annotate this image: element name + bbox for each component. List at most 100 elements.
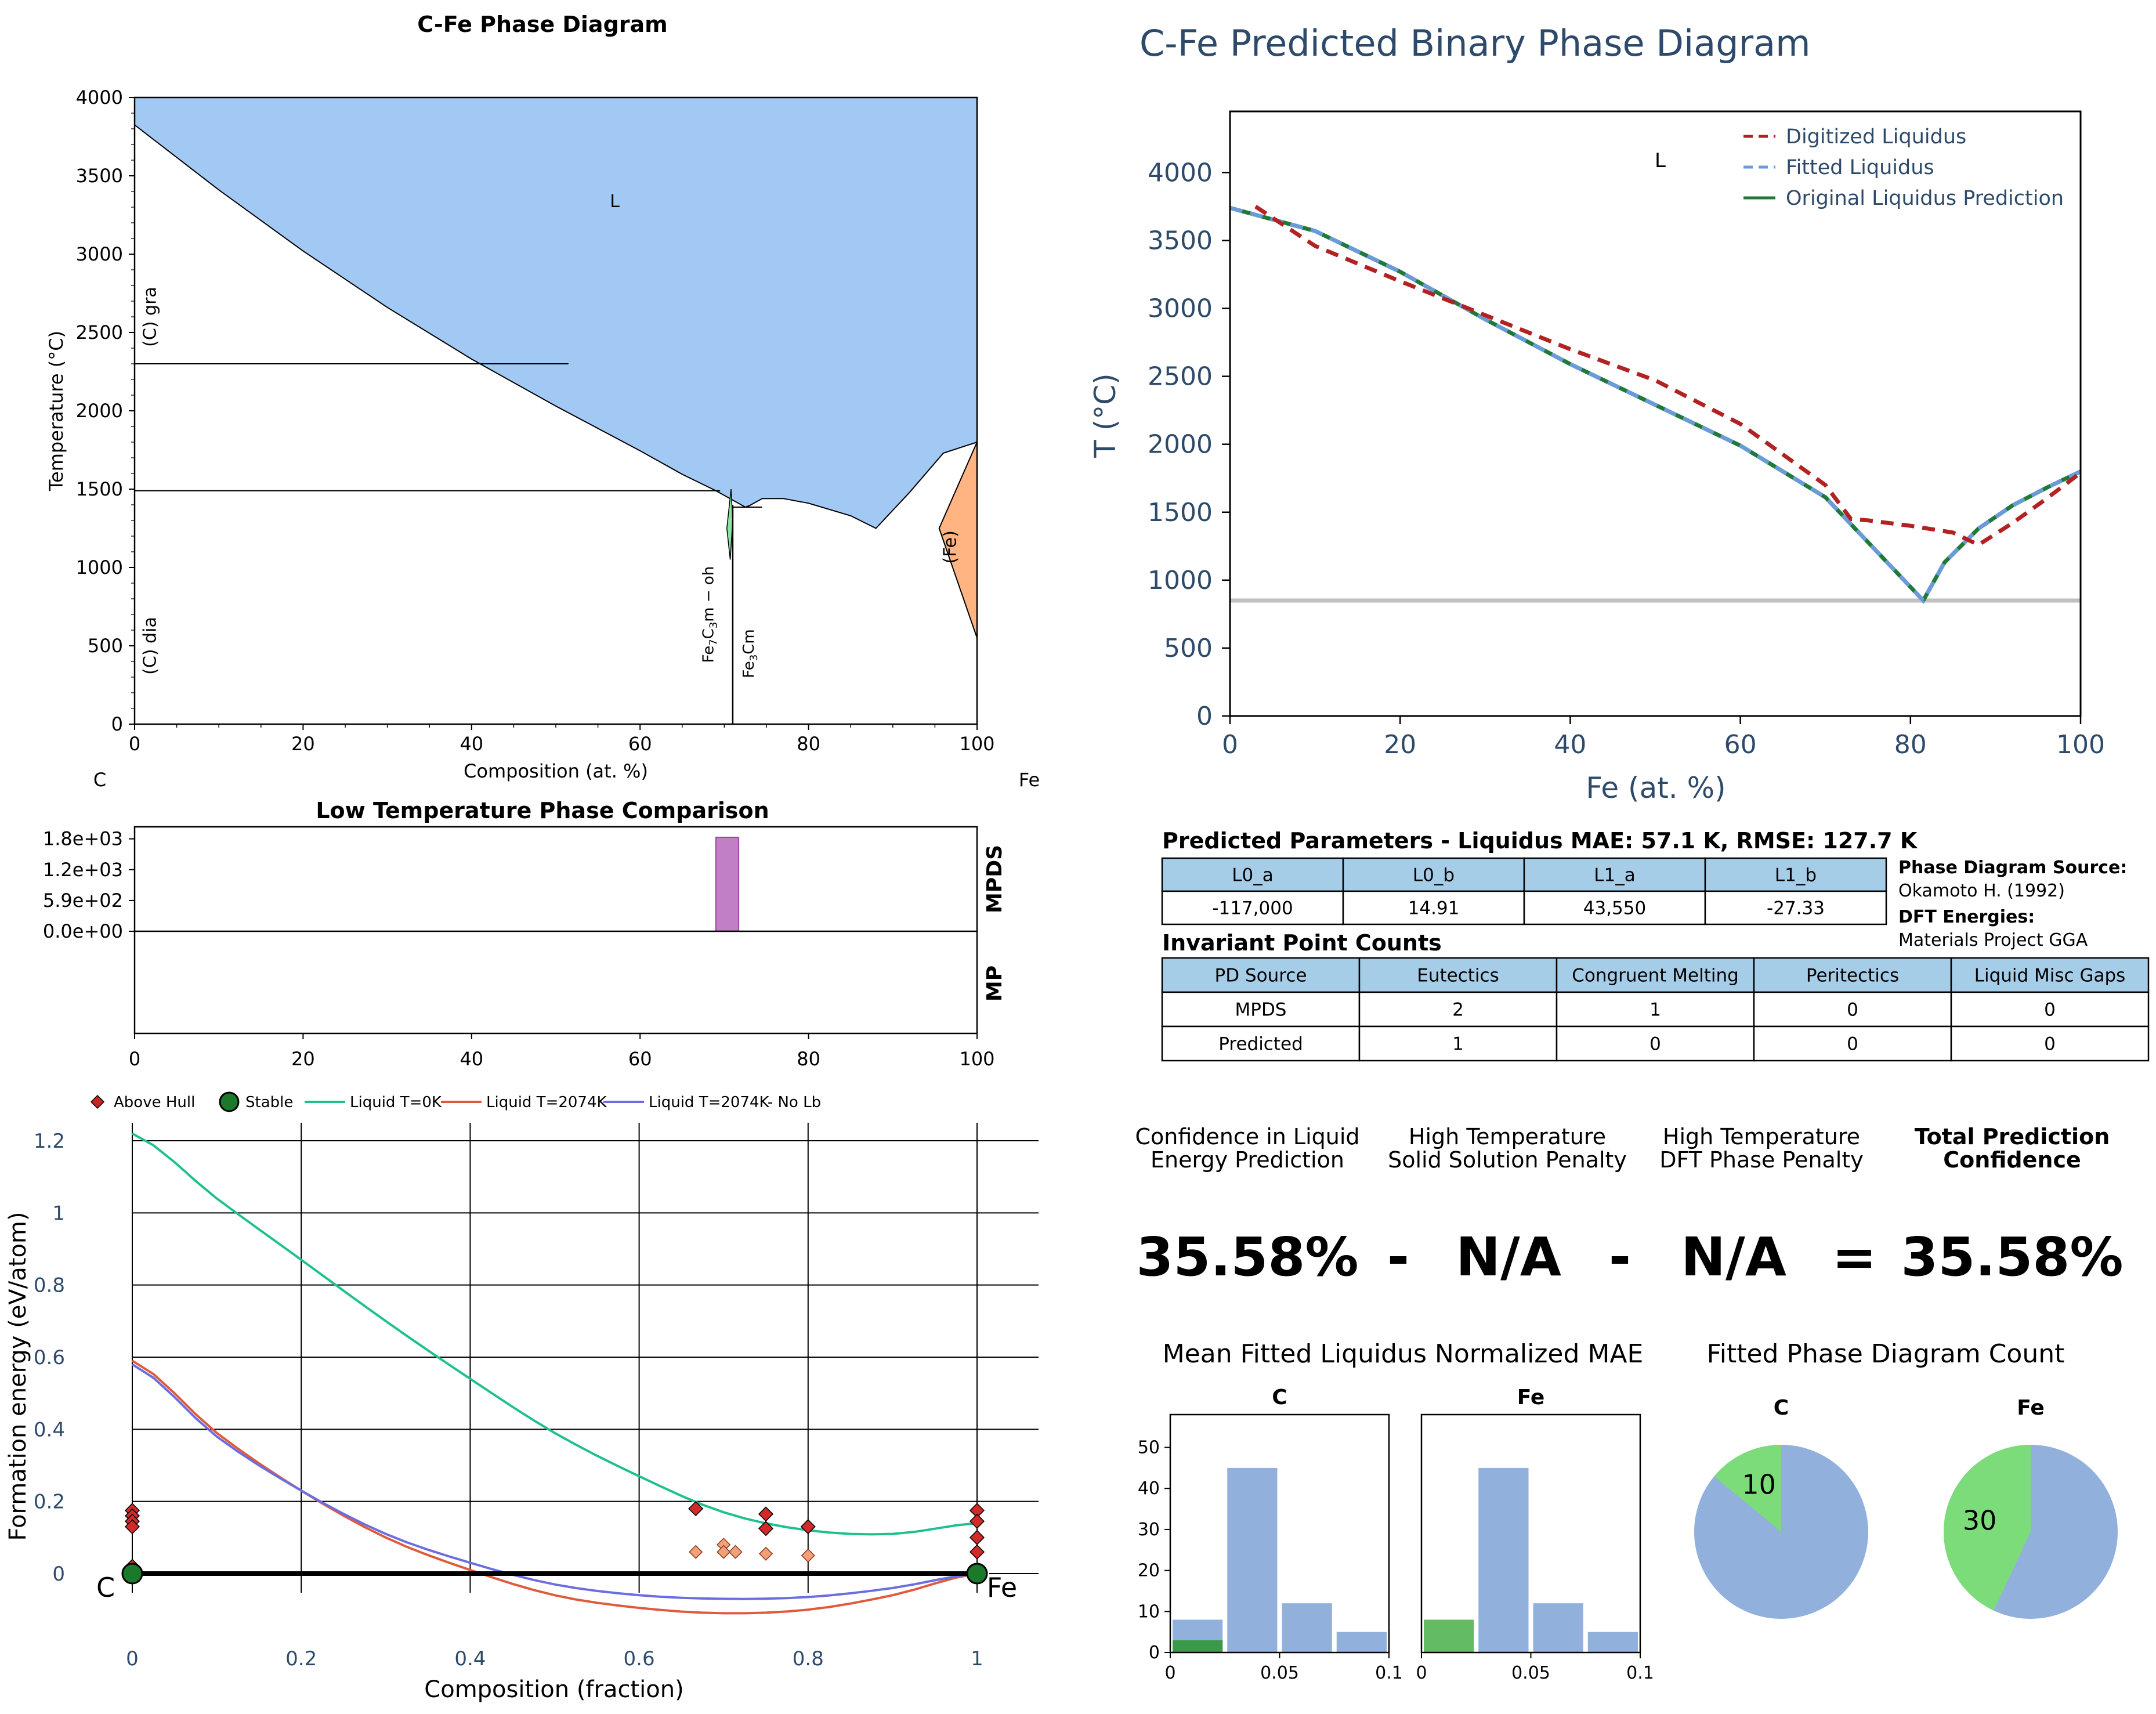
pd2-ytick-label: 2500 <box>1148 362 1213 392</box>
fe-above-hull-point <box>969 1529 985 1545</box>
pd2-ytick-label: 0 <box>1196 701 1213 731</box>
conf-h2-line1: High Temperature <box>1409 1124 1606 1149</box>
pd2-legend-label: Digitized Liquidus <box>1786 125 1966 149</box>
pd2-ytick-label: 4000 <box>1148 158 1213 187</box>
lt-xtick-label: 0 <box>129 1048 140 1070</box>
pie-highlight-label: 30 <box>1963 1505 1997 1536</box>
lt-ytick-label: 5.9e+02 <box>43 889 123 912</box>
fe-ytick-label: 0.2 <box>34 1491 65 1514</box>
fe-legend-marker <box>219 1091 240 1112</box>
pd1-ytick-label: 0 <box>111 713 123 735</box>
inv-cell-text: 0 <box>1847 1034 1858 1055</box>
inv-cell <box>1555 1025 1755 1062</box>
mae-histograms: Mean Fitted Liquidus Normalized MAE C 0 0.… <box>1138 1339 1654 1683</box>
params-header-text: L1_a <box>1594 865 1636 886</box>
params-header-text: L1_b <box>1775 865 1817 886</box>
conf-h3-line1: High Temperature <box>1663 1124 1860 1149</box>
liquidus-line <box>134 124 978 529</box>
inv-cell <box>1358 991 1558 1028</box>
inv-cell-text: 1 <box>1649 1000 1661 1021</box>
inv-cell <box>1753 991 1952 1028</box>
hist-panel-label: Fe <box>1517 1386 1545 1409</box>
pd1-compound-label-part: Fe <box>700 646 718 663</box>
inv-cell-text: 0 <box>2044 1034 2056 1055</box>
pd1-compound-label-part: 7 <box>708 639 720 645</box>
fe-above-hull-point <box>689 1545 703 1559</box>
pd2-ytick-label: 1000 <box>1148 566 1213 595</box>
pies-title: Fitted Phase Diagram Count <box>1707 1339 2065 1369</box>
params-cell-text: 14.91 <box>1408 898 1460 919</box>
params-cell-text: 43,550 <box>1583 898 1646 919</box>
fe-liquid-curve <box>131 1363 978 1600</box>
pd1-xtick-label: 20 <box>291 733 315 755</box>
pd1-compound-label: Fe3Cm <box>740 629 760 678</box>
pd2-frame <box>1229 110 2082 717</box>
params-cell <box>1523 890 1706 925</box>
fe-above-hull-point <box>758 1546 773 1561</box>
inv-header-text: Liquid Misc Gaps <box>1974 966 2126 986</box>
inv-header-cell <box>1161 957 1361 993</box>
pd2-xlabel: Fe (at. %) <box>1586 771 1725 805</box>
source-value: Okamoto H. (1992) <box>1898 881 2065 901</box>
pd1-xtick-label: 80 <box>797 733 820 755</box>
inv-cell-text: 0 <box>1649 1034 1661 1055</box>
pd2-ytick-label: 3000 <box>1148 294 1213 324</box>
fe-stable-point <box>121 1563 143 1585</box>
predicted-parameters: Predicted Parameters - Liquidus MAE: 57.… <box>1161 828 2127 950</box>
lt-row-mp: MP <box>983 966 1007 1001</box>
fe-legend-label: Liquid T=2074K <box>486 1094 607 1111</box>
hist-xtick-label: 0.05 <box>1511 1663 1550 1683</box>
fe-above-hull-point <box>758 1506 774 1522</box>
phase-count-pies: Fitted Phase Diagram Count C 10 Fe 30 <box>1694 1339 2118 1619</box>
inv-cell-text: MPDS <box>1235 1000 1287 1021</box>
pd1-ytick-label: 3000 <box>76 243 123 265</box>
pd1-xtick-label: 60 <box>628 733 652 755</box>
pd1-ytick-label: 3500 <box>76 165 123 187</box>
fe7c3-region <box>726 489 733 560</box>
pd1-left-element: C <box>93 769 106 791</box>
inv-cell <box>1161 991 1361 1028</box>
pd1-compound-label-part: Fe <box>740 661 758 678</box>
low-temperature-comparison: Low Temperature Phase Comparison 0 20 40 60… <box>43 798 1007 1070</box>
fe-ytick-label: 0.8 <box>34 1274 65 1297</box>
fe-legend-marker <box>90 1094 105 1109</box>
pie-highlight-slice <box>1714 1444 1781 1532</box>
hist-xtick-label: 0 <box>1164 1663 1175 1683</box>
fe-legend-label: Above Hull <box>114 1094 195 1111</box>
inv-title: Invariant Point Counts <box>1162 930 1442 956</box>
pd2-xtick-label: 40 <box>1554 730 1586 760</box>
pd1-region-label: (Fe) <box>940 530 961 563</box>
fe-xtick-label: 0.6 <box>624 1647 655 1670</box>
lt-frame <box>133 826 978 1035</box>
pie-highlight-label: 10 <box>1742 1469 1776 1500</box>
hist-xtick-label: 0.1 <box>1375 1663 1403 1683</box>
hist-xtick-label: 0.05 <box>1260 1663 1299 1683</box>
hist-xtick-label: 0.1 <box>1626 1663 1654 1683</box>
fe-xtick-label: 0.8 <box>793 1647 824 1670</box>
lt-xtick-label: 20 <box>291 1048 315 1070</box>
conf-value-solid: N/A <box>1456 1226 1561 1288</box>
lt-title: Low Temperature Phase Comparison <box>316 798 769 823</box>
inv-cell-text: Predicted <box>1218 1034 1303 1055</box>
pd1-compound-label-part: C <box>700 628 718 639</box>
fe-ytick-label: 0 <box>52 1563 65 1586</box>
fe-above-hull-point <box>728 1545 743 1559</box>
pd2-ytick-label: 1500 <box>1148 498 1213 527</box>
fe-above-hull-point <box>717 1545 731 1559</box>
inv-cell-text: 2 <box>1452 1000 1464 1021</box>
inv-cell <box>1161 1025 1361 1062</box>
pd2-title: C-Fe Predicted Binary Phase Diagram <box>1140 22 1811 64</box>
inv-cell <box>1753 1025 1952 1062</box>
lt-xtick-label: 60 <box>628 1048 652 1070</box>
inv-header-cell <box>1555 957 1755 993</box>
hist-bar <box>1587 1632 1638 1652</box>
params-header-cell <box>1342 857 1525 892</box>
conf-h4-line1: Total Prediction <box>1915 1124 2110 1149</box>
hist-xtick-label: 0 <box>1416 1663 1427 1683</box>
pd1-ytick-label: 2000 <box>76 400 123 422</box>
conf-h4-line2: Confidence <box>1943 1147 2081 1173</box>
pd1-title: C-Fe Phase Diagram <box>417 12 668 37</box>
params-cell <box>1704 890 1887 925</box>
conf-value-total: 35.58% <box>1901 1226 2123 1288</box>
